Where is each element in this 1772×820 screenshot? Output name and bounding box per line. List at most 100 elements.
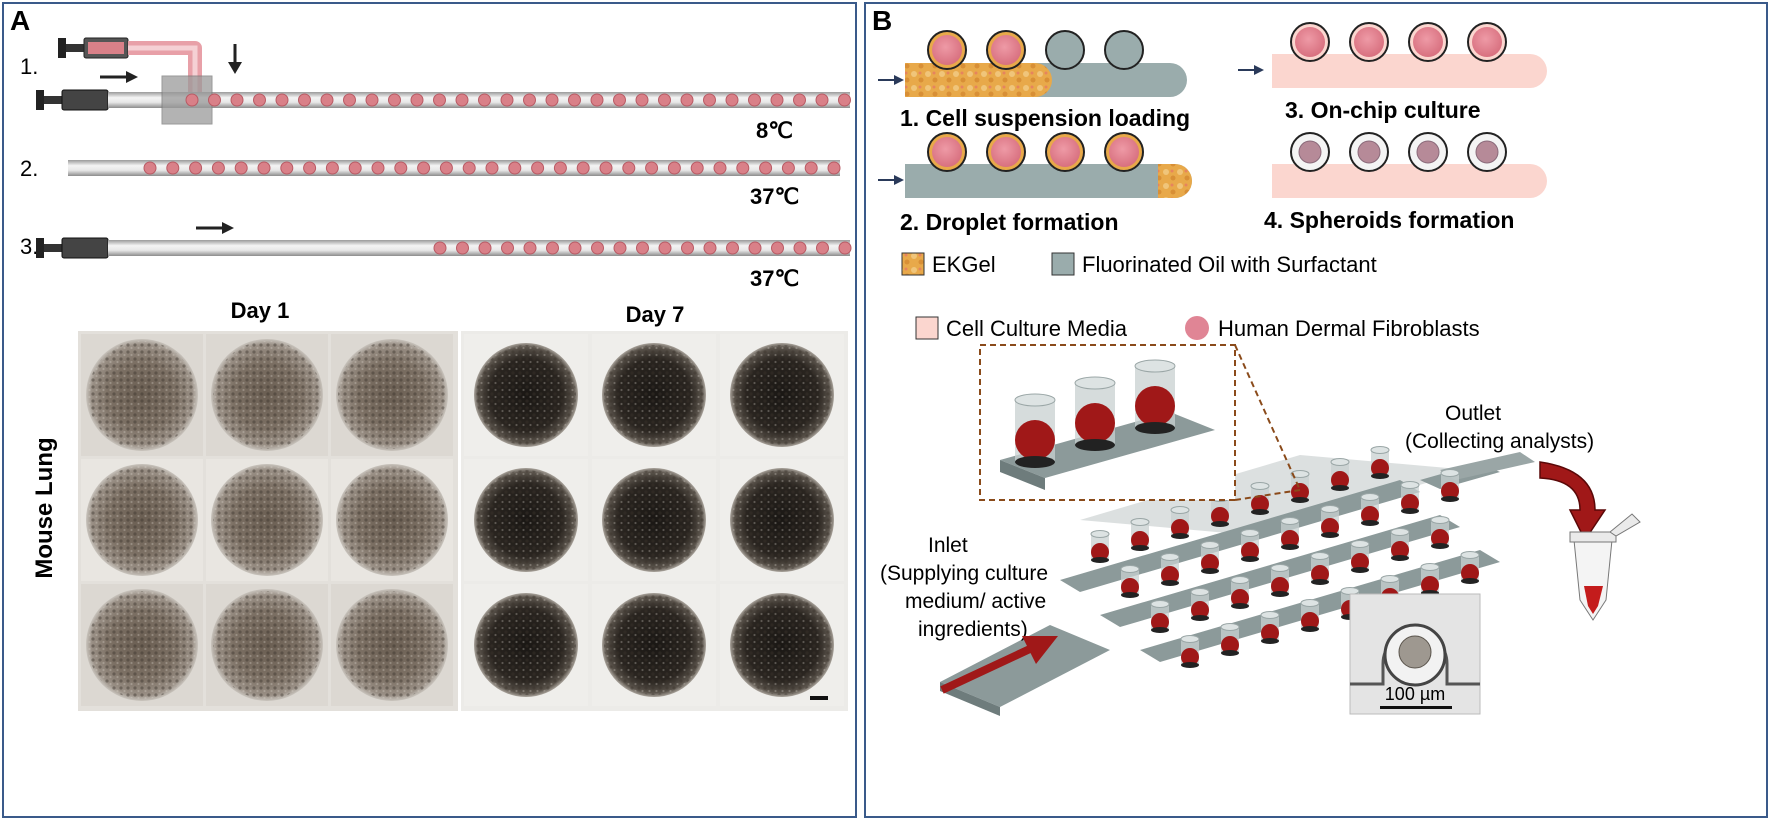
- droplet: [433, 241, 447, 255]
- panel-a-border: [2, 2, 857, 818]
- step-4-caption: 4. Spheroids formation: [1264, 207, 1514, 233]
- droplet: [736, 161, 750, 175]
- zoom-spheroid: [1015, 420, 1055, 460]
- droplet: [636, 241, 649, 255]
- legend-ekgel-swatch: [901, 252, 925, 276]
- droplet: [211, 161, 225, 175]
- chip-well-top: [1260, 611, 1280, 619]
- spheroid-texture: [476, 345, 576, 445]
- spheroid-texture: [88, 591, 196, 699]
- droplet: [590, 93, 604, 107]
- spheroid-channel: [1272, 164, 1547, 198]
- zoom-well-base: [1075, 439, 1115, 451]
- outlet-label: Outlet: [1445, 402, 1501, 425]
- inlet-sublabel-3: ingredients): [918, 618, 1028, 641]
- droplet: [771, 241, 784, 255]
- chip-well-base: [1271, 591, 1289, 597]
- chip-well-base: [1301, 626, 1319, 632]
- spheroid-texture: [213, 341, 321, 449]
- chip-spheroid: [1181, 648, 1199, 666]
- droplet: [546, 241, 559, 255]
- droplet: [298, 93, 311, 107]
- spheroid: [1357, 140, 1381, 164]
- spheroid-texture: [338, 341, 446, 449]
- droplet: [253, 93, 266, 107]
- droplet: [455, 93, 469, 107]
- wells-step-3: [1290, 22, 1507, 62]
- droplet: [591, 241, 604, 255]
- micrograph-spheroid: [1398, 635, 1432, 669]
- droplet: [815, 93, 829, 107]
- syringe-bottom[interactable]: [36, 89, 109, 111]
- droplet: [166, 161, 180, 175]
- chip-well-base: [1281, 544, 1299, 550]
- collection-tube: [1569, 513, 1641, 621]
- chip-spheroid: [1121, 578, 1139, 596]
- droplet: [230, 93, 244, 107]
- chip-well-top: [1460, 551, 1480, 559]
- well: [1045, 30, 1085, 70]
- chip-well-base: [1441, 496, 1459, 502]
- chip-well-top: [1240, 529, 1260, 537]
- syringe-step-3[interactable]: [36, 237, 109, 259]
- droplet: [748, 241, 762, 255]
- spheroid-texture: [604, 345, 704, 445]
- chip-well-base: [1291, 497, 1309, 503]
- droplet: [838, 241, 852, 255]
- zoom-spheroid: [1075, 403, 1115, 443]
- chip-well-top: [1400, 481, 1420, 489]
- spheroid-texture: [88, 341, 196, 449]
- temp-label-2: 37℃: [750, 184, 799, 209]
- droplet: [234, 161, 248, 175]
- droplet: [568, 93, 581, 107]
- chip-spheroid: [1251, 495, 1269, 513]
- chip-well-base: [1191, 615, 1209, 621]
- droplet: [645, 161, 659, 175]
- step-1-caption: 1. Cell suspension loading: [900, 105, 1190, 131]
- well: [1104, 30, 1144, 70]
- chip-spheroid: [1201, 554, 1219, 572]
- chip-well-top: [1170, 506, 1190, 514]
- chip-well-top: [1120, 565, 1140, 573]
- chip-well-top: [1230, 576, 1250, 584]
- droplet: [508, 161, 522, 175]
- step-2-caption: 2. Droplet formation: [900, 209, 1119, 235]
- temp-label-3: 37℃: [750, 266, 799, 291]
- cell-suspension: [1472, 27, 1502, 57]
- droplet: [433, 93, 446, 107]
- droplet: [185, 93, 199, 107]
- chip-well-base: [1231, 603, 1249, 609]
- chip-well-base: [1401, 508, 1419, 514]
- wells-step-1: [927, 30, 1144, 70]
- chip-well-base: [1351, 567, 1369, 573]
- droplet: [303, 161, 317, 175]
- chip-well-top: [1220, 623, 1240, 631]
- syringe-top[interactable]: [58, 37, 129, 59]
- legend-media-label: Cell Culture Media: [946, 316, 1128, 341]
- cell-suspension: [1413, 27, 1443, 57]
- droplet: [703, 241, 717, 255]
- wells-step-2: [927, 132, 1144, 172]
- droplet: [681, 241, 694, 255]
- loading-arrow: [878, 75, 904, 85]
- chip-spheroid: [1421, 576, 1439, 594]
- chip-well-base: [1211, 521, 1229, 527]
- spheroid-texture: [604, 595, 704, 695]
- zoom-spheroid: [1135, 386, 1175, 426]
- droplet: [576, 161, 590, 175]
- droplet: [713, 161, 727, 175]
- chip-spheroid: [1291, 483, 1309, 501]
- legend-cells-swatch: [1185, 316, 1209, 340]
- chip-well-base: [1461, 578, 1479, 584]
- droplet: [759, 161, 773, 175]
- chip-well-base: [1361, 520, 1379, 526]
- droplet: [320, 93, 334, 107]
- spheroid-texture: [732, 345, 832, 445]
- chip-spheroid: [1161, 566, 1179, 584]
- cell-suspension: [1050, 137, 1080, 167]
- chip-well-base: [1121, 592, 1139, 598]
- chip-well-top: [1440, 469, 1460, 477]
- chip-well-base: [1091, 557, 1109, 563]
- chip-spheroid: [1321, 518, 1339, 536]
- inlet-label: Inlet: [928, 534, 968, 557]
